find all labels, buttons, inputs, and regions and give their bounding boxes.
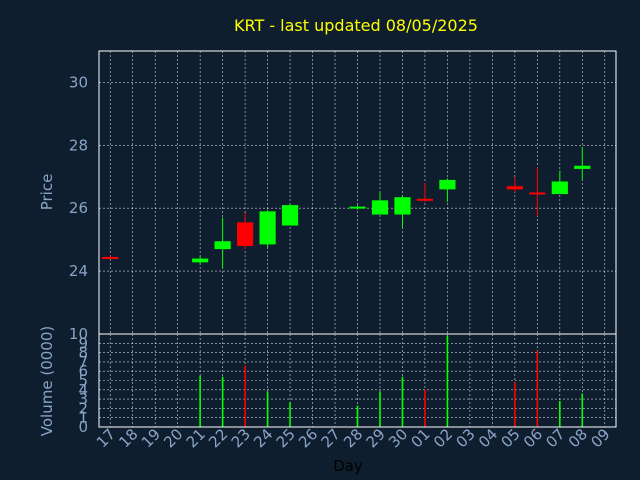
candle-21 xyxy=(192,255,209,265)
candle-05 xyxy=(506,176,523,193)
candle-24 xyxy=(259,209,276,248)
candle-22 xyxy=(214,217,231,268)
volume-tick-label: 9 xyxy=(78,334,88,352)
volume-tick-label: 5 xyxy=(78,372,88,390)
candle-body xyxy=(371,200,389,215)
volume-tick-label: 8 xyxy=(78,344,88,362)
candle-02 xyxy=(439,178,456,202)
volume-bar-05 xyxy=(514,382,516,427)
volume-bar-29 xyxy=(379,391,381,427)
candle-body xyxy=(394,197,411,215)
volume-bars xyxy=(199,335,584,427)
candle-body xyxy=(281,205,299,226)
candle-body xyxy=(259,211,276,245)
volume-axis-label: Volume (0000) xyxy=(38,326,56,436)
candle-06 xyxy=(529,167,546,217)
volume-tick-label: 3 xyxy=(78,390,88,408)
price-tick-label: 30 xyxy=(69,73,88,91)
price-yticks: 24 26 28 30 xyxy=(69,73,88,280)
candle-body xyxy=(506,186,523,190)
volume-bar-28 xyxy=(356,405,359,427)
candle-08 xyxy=(574,146,591,180)
volume-bar-21 xyxy=(199,375,201,427)
candle-body xyxy=(529,192,546,195)
candle-01 xyxy=(416,183,434,202)
volume-tick-label: 10 xyxy=(69,325,88,343)
candle-28 xyxy=(349,205,366,210)
volume-bar-07 xyxy=(559,400,561,427)
volume-bar-22 xyxy=(221,376,224,427)
candle-body xyxy=(416,198,434,201)
x-tick-labels: 1718192021222324252627282930010203040506… xyxy=(93,425,614,451)
volume-tick-label: 6 xyxy=(78,362,88,380)
candle-07 xyxy=(551,170,568,195)
volume-bar-25 xyxy=(289,401,291,427)
volume-tick-label: 1 xyxy=(78,409,88,427)
volume-frame xyxy=(98,333,617,428)
x-axis-label: Day xyxy=(333,457,363,475)
volume-bar-02 xyxy=(446,335,449,427)
price-tick-label: 24 xyxy=(69,262,88,280)
volume-bar-24 xyxy=(266,391,269,427)
candle-29 xyxy=(371,192,389,215)
volume-bar-08 xyxy=(581,393,584,427)
candle-body xyxy=(551,181,568,195)
price-candles xyxy=(102,146,591,268)
volume-bar-30 xyxy=(401,376,404,427)
chart-title: KRT - last updated 08/05/2025 xyxy=(234,16,478,35)
volume-bar-23 xyxy=(244,365,246,427)
price-tick-label: 28 xyxy=(69,136,88,154)
candle-body xyxy=(439,179,456,190)
price-tick-label: 26 xyxy=(69,199,88,217)
candle-17 xyxy=(102,255,119,259)
candle-23 xyxy=(237,212,254,250)
candle-body xyxy=(237,222,254,246)
candle-body xyxy=(574,165,591,169)
volume-tick-label: 2 xyxy=(78,399,88,417)
volume-tick-label: 0 xyxy=(78,418,88,436)
volume-bar-01 xyxy=(424,389,426,427)
volume-tick-label: 4 xyxy=(78,381,88,399)
volume-bar-06 xyxy=(536,350,539,427)
volume-tick-label: 7 xyxy=(78,353,88,371)
candle-25 xyxy=(281,203,299,226)
candle-body xyxy=(102,256,119,259)
candle-body xyxy=(349,206,366,209)
price-axis-label: Price xyxy=(38,174,56,211)
candle-30 xyxy=(394,195,411,228)
candle-body xyxy=(192,258,209,263)
price-panel: 24 26 28 30 Price xyxy=(38,50,617,335)
candle-body xyxy=(214,241,231,250)
x-tick-label: 09 xyxy=(587,425,613,451)
